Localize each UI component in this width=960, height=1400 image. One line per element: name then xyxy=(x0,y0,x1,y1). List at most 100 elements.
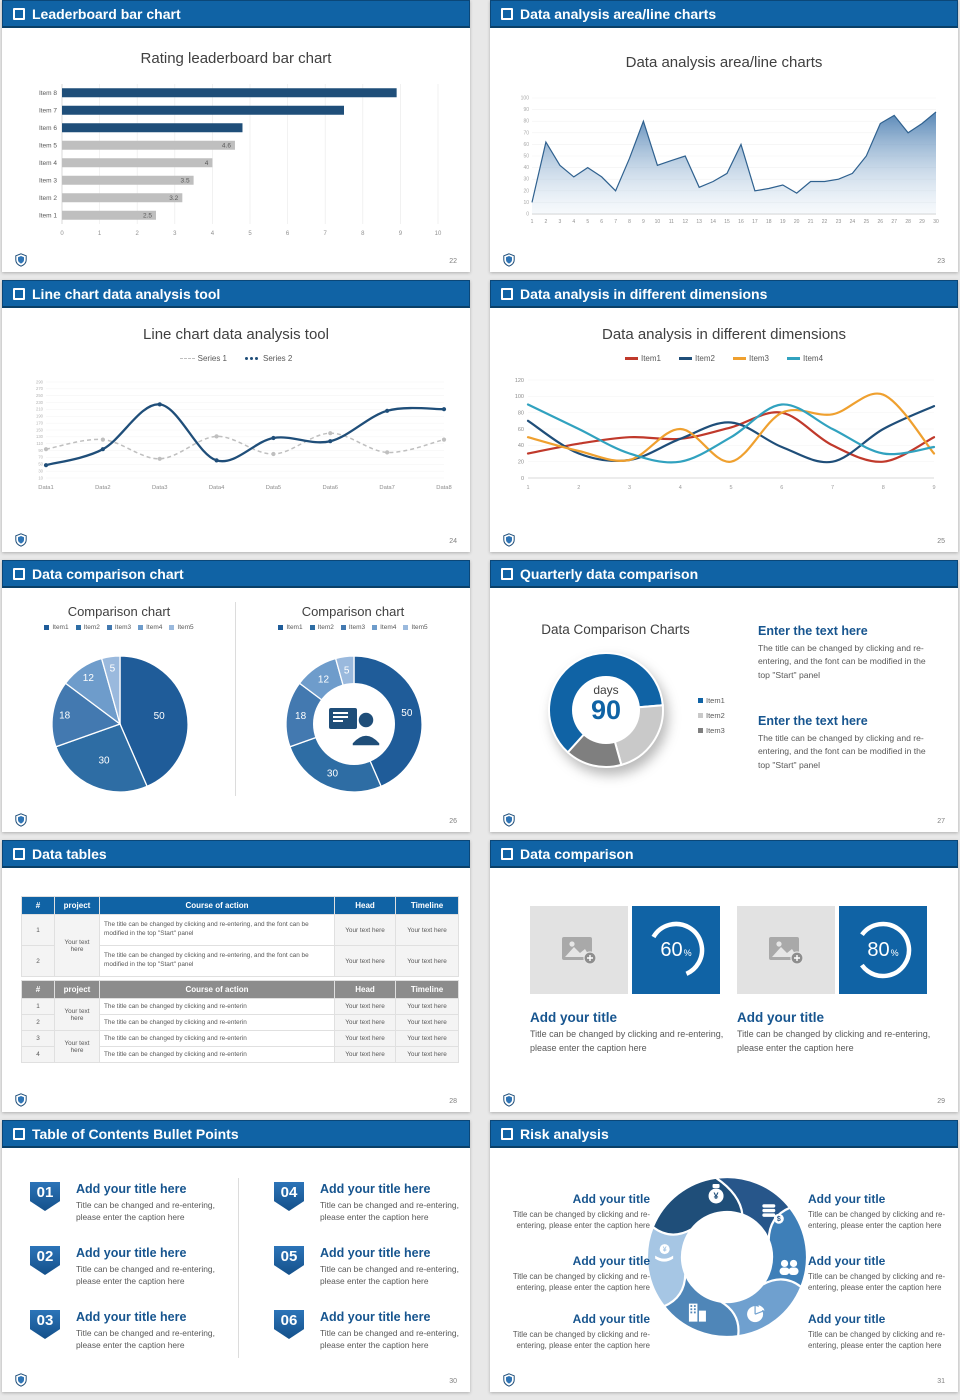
brand-shield-logo xyxy=(15,1093,27,1107)
bar-chart: 0 1 2 3 4 5 6 7 8 9 10 Item 1 2.5 Item 2 3.2 Item 3 3.5 I… xyxy=(39,84,442,237)
brand-shield-logo xyxy=(503,1093,515,1107)
series2-dot-swatch xyxy=(245,357,260,360)
slide-area-line-charts[interactable]: Data analysis area/line charts Data anal… xyxy=(490,0,958,272)
svg-text:2: 2 xyxy=(545,219,548,225)
svg-text:15: 15 xyxy=(724,219,730,225)
svg-text:9: 9 xyxy=(399,231,403,237)
svg-text:100: 100 xyxy=(515,394,524,400)
chart-legend: Item1 Item2 Item3 Item4 xyxy=(490,354,958,363)
svg-text:7: 7 xyxy=(614,219,617,225)
slide-header: Table of Contents Bullet Points xyxy=(2,1120,470,1148)
svg-text:¥: ¥ xyxy=(714,1191,719,1201)
svg-text:4: 4 xyxy=(679,485,682,491)
pinwheel-diagram: $ ¥ ¥ xyxy=(645,1175,809,1339)
svg-text:3.2: 3.2 xyxy=(169,195,178,202)
slide-leaderboard-bar-chart[interactable]: Leaderboard bar chart Rating leaderboard… xyxy=(2,0,470,272)
svg-text:4: 4 xyxy=(205,160,209,167)
toc-badge-06: 06 xyxy=(274,1310,304,1339)
slide-risk-analysis[interactable]: Risk analysis $ ¥ ¥ Add your title Title ca… xyxy=(490,1120,958,1392)
svg-text:19: 19 xyxy=(780,219,786,225)
svg-text:90: 90 xyxy=(38,448,43,453)
svg-text:16: 16 xyxy=(738,219,744,225)
svg-text:30: 30 xyxy=(327,769,339,780)
svg-text:Item 4: Item 4 xyxy=(39,160,57,167)
pie-title: Comparison chart xyxy=(67,604,171,619)
slide-quarterly-comparison[interactable]: Quarterly data comparison Data Compariso… xyxy=(490,560,958,832)
svg-text:90: 90 xyxy=(523,107,529,113)
slide-data-tables[interactable]: Data tables # project Course of action Head… xyxy=(2,840,470,1112)
page-number: 24 xyxy=(449,538,457,545)
pie-chart: 50 30 18 12 5 xyxy=(51,655,189,793)
presenter-icon xyxy=(329,708,381,747)
svg-text:29: 29 xyxy=(919,219,925,225)
toc-item: Add your title here Title can be changed … xyxy=(320,1182,459,1223)
slide-header-title: Table of Contents Bullet Points xyxy=(32,1125,239,1142)
page-number: 30 xyxy=(449,1378,457,1385)
svg-text:1: 1 xyxy=(531,219,534,225)
svg-text:2.5: 2.5 xyxy=(143,212,152,219)
slide-dimensions-line-chart[interactable]: Data analysis in different dimensions Da… xyxy=(490,280,958,552)
hand-coin-icon: ¥ xyxy=(655,1244,674,1262)
bullet-square-icon xyxy=(13,7,25,20)
svg-text:70: 70 xyxy=(38,455,43,460)
svg-text:5: 5 xyxy=(344,666,350,677)
svg-text:13: 13 xyxy=(696,219,702,225)
risk-block: Add your title Title can be changed by cl… xyxy=(512,1254,650,1293)
svg-text:Item 8: Item 8 xyxy=(39,90,57,97)
slide-toc-bullet-points[interactable]: Table of Contents Bullet Points 01 Add y… xyxy=(2,1120,470,1392)
slide-header-title: Leaderboard bar chart xyxy=(32,5,181,22)
svg-text:18: 18 xyxy=(766,219,772,225)
legend-series1: Series 1 xyxy=(179,354,227,363)
page-number: 25 xyxy=(937,538,945,545)
svg-text:11: 11 xyxy=(669,219,674,225)
svg-text:12: 12 xyxy=(83,673,95,684)
svg-text:0: 0 xyxy=(526,212,529,218)
svg-text:Item 1: Item 1 xyxy=(39,212,57,219)
svg-text:50: 50 xyxy=(401,708,413,719)
slide-header-title: Data comparison xyxy=(520,845,634,862)
slide-header-title: Line chart data analysis tool xyxy=(32,285,221,302)
legend-item1: Item1 xyxy=(624,354,661,363)
svg-text:¥: ¥ xyxy=(663,1247,667,1254)
brand-shield-logo xyxy=(15,1373,27,1387)
slide-line-chart-tool[interactable]: Line chart data analysis tool Line chart… xyxy=(2,280,470,552)
svg-text:20: 20 xyxy=(518,459,524,465)
donut-legend: Item1 Item2 Item3 Item4 Item5 xyxy=(236,624,470,631)
image-placeholder-panel xyxy=(737,906,835,994)
data-table-blue: # project Course of action Head Timeline 1 Y… xyxy=(21,896,459,977)
item1-line-swatch xyxy=(624,357,638,360)
building-icon xyxy=(688,1303,706,1322)
bullet-square-icon xyxy=(501,7,513,20)
svg-text:Data3: Data3 xyxy=(152,485,167,491)
svg-text:8: 8 xyxy=(361,231,365,237)
toc-badge-05: 05 xyxy=(274,1246,304,1275)
table-row: 2 The title can be changed by clicking a… xyxy=(21,945,459,977)
bullet-square-icon xyxy=(13,1127,25,1140)
slide-data-comparison-cards[interactable]: Data comparison 60% Add your title Title… xyxy=(490,840,958,1112)
bullet-square-icon xyxy=(501,287,513,300)
progress-ring-80 xyxy=(854,921,912,979)
svg-text:290: 290 xyxy=(36,379,44,384)
bullet-square-icon xyxy=(13,847,25,860)
toc-badge-01: 01 xyxy=(30,1182,60,1211)
svg-text:25: 25 xyxy=(864,219,870,225)
svg-text:24: 24 xyxy=(850,219,856,225)
item3-line-swatch xyxy=(733,357,746,360)
slide-header-title: Data comparison chart xyxy=(32,565,184,582)
svg-text:60: 60 xyxy=(518,427,524,433)
page-number: 29 xyxy=(937,1098,945,1105)
bullet-square-icon xyxy=(501,847,513,860)
svg-text:70: 70 xyxy=(523,130,529,136)
svg-text:110: 110 xyxy=(36,441,43,446)
svg-text:2: 2 xyxy=(577,485,580,491)
slide-header: Data analysis area/line charts xyxy=(490,0,958,28)
svg-text:Data6: Data6 xyxy=(323,485,338,491)
svg-text:2: 2 xyxy=(136,231,140,237)
slide-data-comparison-pies[interactable]: Data comparison chart Comparison chart C… xyxy=(2,560,470,832)
svg-text:Data4: Data4 xyxy=(209,485,225,491)
toc-item: Add your title here Title can be changed … xyxy=(76,1246,215,1287)
svg-text:3: 3 xyxy=(628,485,631,491)
svg-text:30: 30 xyxy=(523,177,529,183)
donut-legend: Item1 Item2 Item3 xyxy=(698,696,725,741)
